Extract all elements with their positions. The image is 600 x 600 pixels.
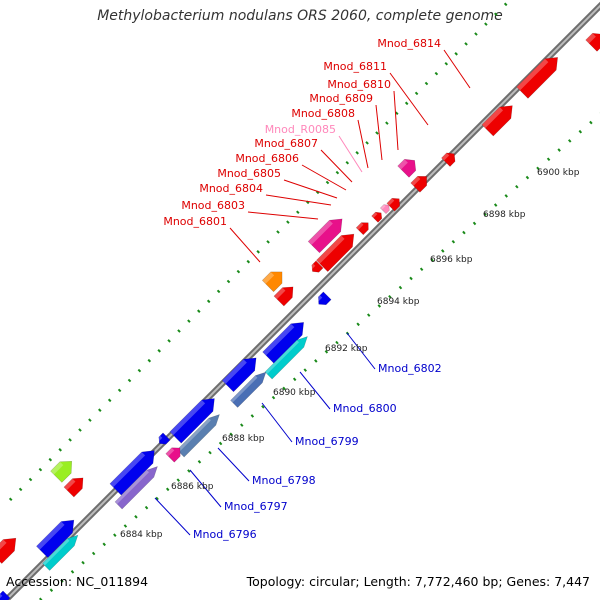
gene-arrow-top [371, 211, 383, 223]
gene-label-mnod-6807: Mnod_6807 [254, 137, 318, 150]
gene-label-mnod-6808: Mnod_6808 [291, 107, 355, 120]
label-leader-line [357, 119, 369, 169]
gene-label-mnod-6810: Mnod_6810 [327, 78, 391, 91]
scale-tick-label: 6898 kbp [483, 210, 526, 220]
gene-arrow-top [441, 152, 456, 167]
gene-arrow-bottom [155, 432, 171, 445]
gene-label-mnod-6803: Mnod_6803 [181, 199, 245, 212]
gene-arrow-bottom [230, 371, 267, 408]
gene-label-mnod-6806: Mnod_6806 [235, 152, 299, 165]
gene-arrow-bottom [36, 519, 75, 558]
label-leader-line [247, 211, 319, 220]
label-leader-line [389, 72, 429, 126]
gene-label-mnod-6796: Mnod_6796 [193, 528, 257, 541]
gene-arrow-top [481, 105, 513, 137]
gene-arrow-bottom [42, 534, 79, 571]
scale-tick-label: 6884 kbp [120, 530, 163, 540]
gene-label-mnod-6804: Mnod_6804 [199, 182, 263, 195]
scale-tick-label: 6890 kbp [273, 388, 316, 398]
gene-arrow-bottom [176, 414, 220, 458]
label-leader-line [299, 371, 331, 410]
gene-arrow-top [585, 32, 600, 52]
map-title: Methylobacterium nodulans ORS 2060, comp… [97, 8, 503, 24]
gene-label-mnod-6811: Mnod_6811 [323, 60, 387, 73]
scale-tick-label: 6900 kbp [537, 168, 580, 178]
gene-label-mnod-6799: Mnod_6799 [295, 435, 359, 448]
label-leader-line [338, 135, 363, 173]
label-leader-line [189, 469, 222, 508]
gene-arrow-top [397, 158, 417, 178]
gene-arrow-bottom [114, 466, 158, 510]
gene-label-mnod-6801: Mnod_6801 [163, 215, 227, 228]
gene-label-mnod-6809: Mnod_6809 [309, 92, 373, 105]
label-leader-line [154, 497, 191, 536]
bottom-dotted-guide [39, 112, 600, 600]
gene-label-mnod-6814: Mnod_6814 [377, 37, 441, 50]
gene-arrow-bottom [314, 291, 332, 305]
label-leader-line [443, 49, 471, 89]
gene-arrow-bottom [0, 590, 11, 600]
scale-tick-label: 6894 kbp [377, 297, 420, 307]
rna-arrow-top [379, 204, 390, 215]
accession-text: Accession: NC_011894 [6, 574, 149, 589]
gene-arrow-top [516, 57, 558, 99]
label-leader-line [393, 90, 399, 151]
gene-arrow-top [273, 286, 294, 307]
scale-tick-label: 6888 kbp [222, 434, 265, 444]
label-leader-line [229, 227, 261, 263]
gene-arrow-top [410, 176, 427, 193]
scale-ticks: 6884 kbp 6886 kbp 6888 kbp 6890 kbp 6892 kbp… [120, 168, 580, 540]
scale-tick-label: 6896 kbp [430, 255, 473, 265]
label-leader-line [346, 332, 376, 370]
gene-arrow-top [261, 271, 283, 293]
gene-arrow-bottom [109, 450, 155, 496]
label-leader-line [320, 149, 353, 183]
gene-label-mnod-6805: Mnod_6805 [217, 167, 281, 180]
gene-arrow-top [308, 260, 324, 273]
label-leader-line [261, 402, 293, 443]
gene-arrow-bottom [169, 398, 215, 444]
label-leaders [154, 49, 471, 536]
gene-label-mnod-6800: Mnod_6800 [333, 402, 397, 415]
label-leader-line [217, 447, 250, 482]
label-leader-line [265, 194, 332, 206]
scale-tick-label: 6892 kbp [325, 344, 368, 354]
gene-label-mnod-r0085: Mnod_R0085 [265, 123, 336, 136]
gene-arrow-top [63, 477, 84, 498]
gene-arrow-top [386, 198, 400, 212]
gene-arrow-bottom [262, 322, 304, 364]
gene-arrow-bottom [165, 447, 181, 463]
gene-label-mnod-6798: Mnod_6798 [252, 474, 316, 487]
label-leader-line [283, 179, 338, 199]
gene-arrow-bottom [264, 336, 308, 380]
label-leader-line [375, 104, 383, 161]
gene-arrow-top [50, 460, 73, 483]
gene-label-mnod-6797: Mnod_6797 [224, 500, 288, 513]
scale-tick-label: 6886 kbp [171, 482, 214, 492]
top-dotted-guide [8, 0, 513, 502]
label-leader-line [301, 164, 347, 191]
gene-arrow-top [355, 222, 369, 236]
gene-arrow-top [0, 537, 17, 564]
gene-arrow-top [307, 218, 343, 254]
gene-arrow-bottom [221, 357, 257, 393]
gene-label-mnod-6802: Mnod_6802 [378, 362, 442, 375]
gene-features [0, 32, 600, 600]
genome-summary-text: Topology: circular; Length: 7,772,460 bp… [246, 574, 590, 589]
gene-arrow-top [316, 233, 355, 272]
